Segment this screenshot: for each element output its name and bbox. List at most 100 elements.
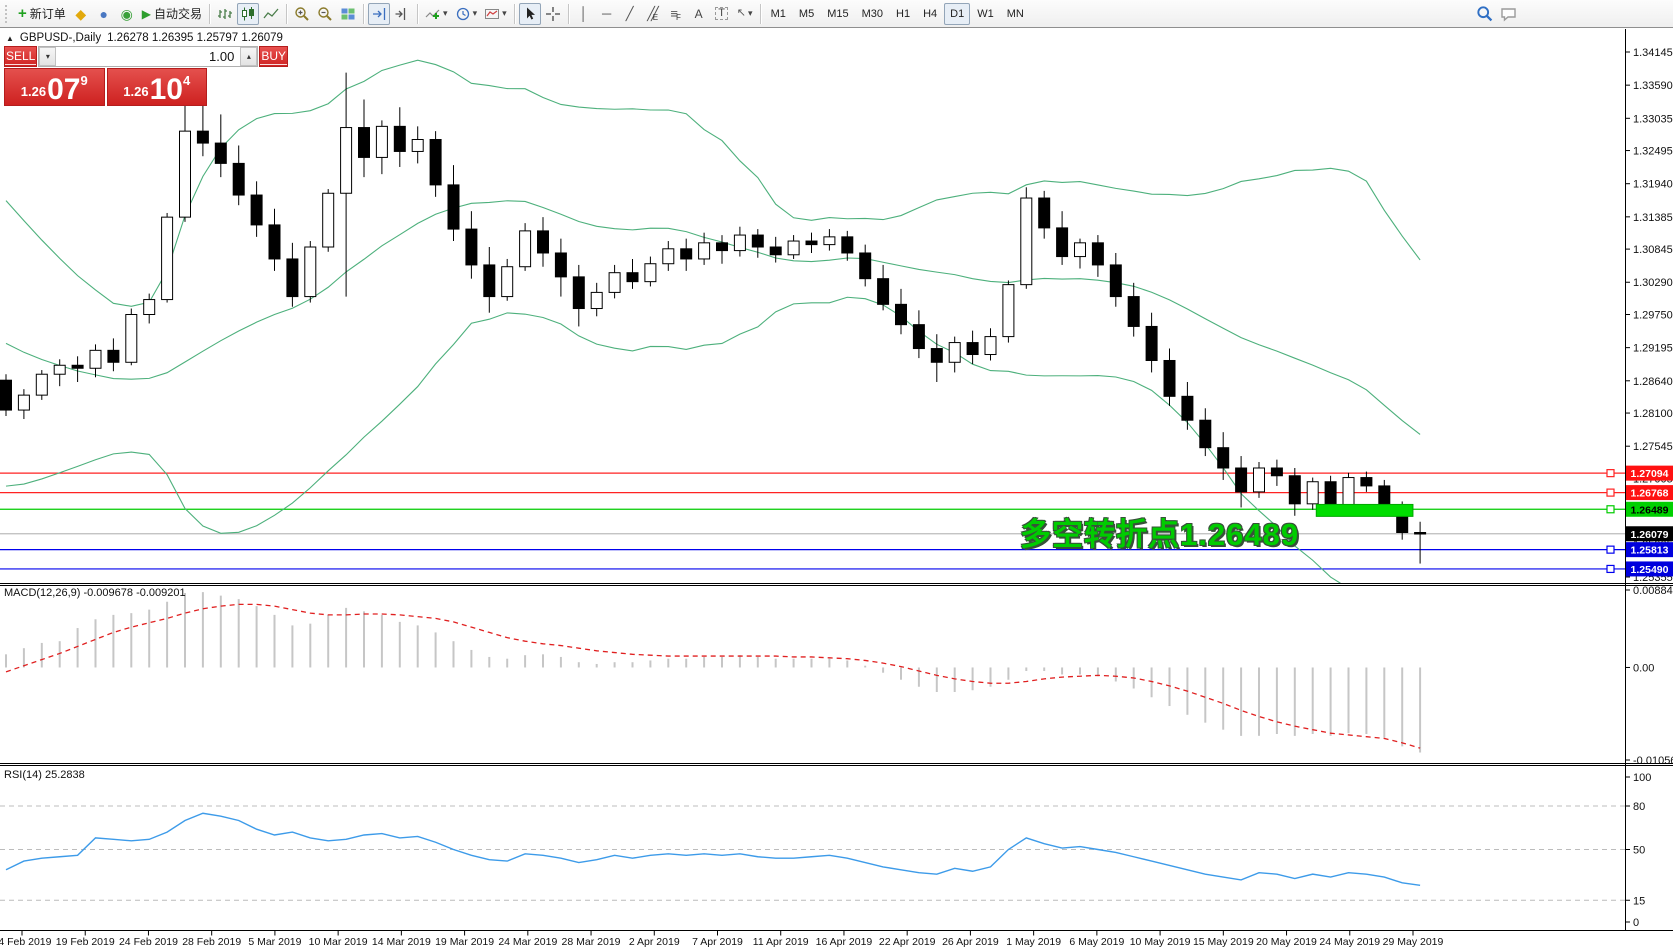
date-axis-label: 7 Apr 2019: [692, 936, 743, 948]
signals-button[interactable]: ◉: [116, 3, 138, 25]
buy-price-button[interactable]: 1.26 10 4: [106, 68, 207, 106]
main-toolbar: + 新订单 ◆ ● ◉ ▶ 自动交易: [0, 0, 1673, 28]
candle: [877, 278, 890, 305]
tile-windows-button[interactable]: [337, 3, 359, 25]
price-axis-label: 1.29195: [1633, 343, 1673, 355]
timeframe-button-H4[interactable]: H4: [923, 7, 938, 20]
sell-button[interactable]: SELL: [4, 46, 38, 67]
candle: [161, 216, 174, 301]
date-axis-label: 14 Feb 2019: [0, 936, 52, 948]
candle-chart-button[interactable]: [237, 2, 260, 25]
candle: [984, 336, 997, 356]
turning-point-annotation: 多空转折点1.26489: [1020, 517, 1300, 552]
crosshair-icon: [545, 6, 560, 21]
line-end-marker[interactable]: [1606, 505, 1615, 514]
candle: [0, 379, 12, 411]
indicators-button[interactable]: ▾: [422, 3, 451, 25]
date-axis-label: 16 Apr 2019: [816, 936, 873, 948]
timeframe-button-M15[interactable]: M15: [827, 7, 849, 20]
rsi-indicator-label: RSI(14) 25.2838: [4, 769, 85, 781]
candle: [769, 246, 782, 256]
fibonacci-icon: ≡: [670, 6, 678, 21]
chart-ohlc-values: 1.26278 1.26395 1.25797 1.26079: [107, 32, 283, 44]
periods-button[interactable]: ▾: [452, 3, 481, 25]
volume-input[interactable]: [56, 47, 241, 66]
date-axis-label: 1 May 2019: [1006, 936, 1061, 948]
price-axis-label: 1.28640: [1633, 376, 1673, 388]
timeframe-button-W1[interactable]: W1: [977, 7, 994, 20]
crosshair-button[interactable]: [542, 3, 564, 25]
contacts-button[interactable]: ●: [93, 3, 115, 25]
vertical-line-icon: │: [579, 6, 588, 21]
line-end-marker[interactable]: [1606, 545, 1615, 554]
timeframe-button-M30[interactable]: M30: [861, 7, 883, 20]
sell-price-button[interactable]: 1.26 07 9: [4, 68, 105, 106]
search-button[interactable]: [1473, 3, 1496, 25]
channel-tool[interactable]: ╱╱ E: [642, 3, 664, 25]
date-axis-label: 6 May 2019: [1069, 936, 1124, 948]
candle: [644, 263, 657, 283]
candle: [89, 349, 102, 369]
cursor-button[interactable]: [518, 2, 541, 25]
chevron-down-icon: ▾: [472, 8, 478, 18]
line-end-marker[interactable]: [1606, 488, 1615, 497]
spin-up-icon: ▴: [246, 52, 251, 61]
timeframe-button-D1[interactable]: D1: [944, 2, 971, 25]
templates-button[interactable]: ▾: [481, 3, 510, 25]
volume-stepper: ▾ ▴: [38, 46, 259, 67]
price-badge: [1626, 542, 1673, 558]
candle: [841, 236, 854, 254]
timeframe-button-M5[interactable]: M5: [798, 7, 815, 20]
toolbar-separator: [417, 3, 419, 24]
volume-decrease-button[interactable]: ▾: [39, 47, 57, 66]
new-order-button[interactable]: + 新订单: [15, 3, 69, 25]
line-end-marker[interactable]: [1606, 564, 1615, 574]
line-end-marker[interactable]: [1606, 469, 1615, 478]
toolbar-grip: [5, 4, 11, 23]
auto-scroll-button[interactable]: [368, 2, 391, 25]
price-badge-label: 1.27094: [1631, 468, 1669, 480]
buy-button[interactable]: BUY: [259, 46, 289, 67]
autotrading-button[interactable]: ▶ 自动交易: [139, 3, 205, 25]
volume-increase-button[interactable]: ▴: [240, 47, 258, 66]
chart-shift-icon: [395, 7, 406, 20]
date-axis-label: 29 May 2019: [1383, 936, 1444, 948]
line-chart-button[interactable]: [260, 3, 282, 25]
date-axis-label: 19 Feb 2019: [56, 936, 115, 948]
timeframe-button-H1[interactable]: H1: [896, 7, 911, 20]
candle: [143, 299, 156, 316]
candle: [179, 130, 191, 218]
candle: [1342, 477, 1355, 507]
horizontal-line-tool[interactable]: ─: [596, 3, 618, 25]
trendline-tool[interactable]: ╱: [619, 3, 641, 25]
text-label-tool[interactable]: T: [711, 3, 733, 25]
bar-chart-button[interactable]: [214, 3, 236, 25]
chevron-down-icon: ▾: [443, 8, 448, 18]
chart-shift-button[interactable]: [391, 3, 413, 25]
chat-button[interactable]: [1497, 3, 1521, 25]
vertical-line-tool[interactable]: │: [573, 3, 595, 25]
candle: [465, 228, 478, 266]
candle: [930, 348, 943, 363]
candle: [447, 184, 460, 230]
candle: [948, 342, 961, 363]
signals-icon: ◉: [120, 5, 133, 22]
candle: [1414, 532, 1427, 535]
zoom-in-button[interactable]: [291, 3, 313, 25]
chart-collapse-arrow[interactable]: ▲: [6, 33, 14, 43]
text-tool[interactable]: A: [688, 3, 710, 25]
arrows-tool[interactable]: ↖ ▾: [734, 3, 756, 25]
candle: [912, 324, 925, 350]
indicators-icon: [425, 9, 440, 19]
zoom-out-button[interactable]: [314, 3, 336, 25]
notes-button[interactable]: ◆: [70, 3, 92, 25]
chat-icon: [1501, 7, 1516, 22]
timeframe-button-M1[interactable]: M1: [770, 7, 786, 20]
timeframe-button-MN[interactable]: MN: [1006, 7, 1024, 20]
zoom-out-icon: [318, 6, 332, 21]
highlight-rectangle[interactable]: [1315, 503, 1414, 517]
price-badge: [1626, 465, 1673, 481]
sell-price-prefix: 1.26: [20, 84, 47, 99]
fibonacci-tool[interactable]: ≡ F: [665, 3, 687, 25]
